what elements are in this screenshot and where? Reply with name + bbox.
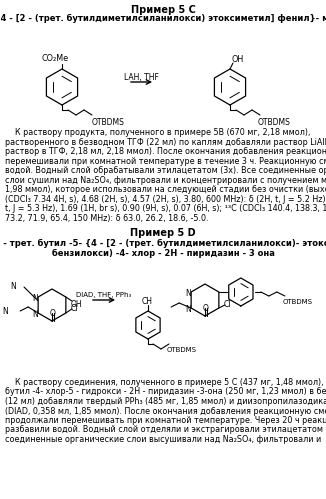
Text: бензилокси) -4- хлор - 2H - пиридазин - 3 она: бензилокси) -4- хлор - 2H - пиридазин - …: [52, 249, 274, 258]
Text: К раствору соединения, полученного в примере 5 С (437 мг, 1,48 ммол), и 2-трет.: К раствору соединения, полученного в при…: [5, 378, 326, 387]
Text: (DIAD, 0,358 мл, 1,85 ммол). После окончания добавления реакционную смесь: (DIAD, 0,358 мл, 1,85 ммол). После оконч…: [5, 407, 326, 416]
Text: перемешивали при комнатной температуре в течение 3 ч. Реакционную смесь разбавля: перемешивали при комнатной температуре в…: [5, 157, 326, 166]
Text: OTBDMS: OTBDMS: [167, 347, 197, 353]
Text: OH: OH: [232, 55, 244, 64]
Text: Синтез {4 - [2 - (трет. бутилдиметилсиланилокси) этоксиметил] фенил}- метанола: Синтез {4 - [2 - (трет. бутилдиметилсила…: [0, 14, 326, 23]
Text: OH: OH: [71, 300, 82, 309]
Text: растворенного в безводном ТГФ (22 мл) по каплям добавляли раствор LiAlH (1,0 N: растворенного в безводном ТГФ (22 мл) по…: [5, 138, 326, 147]
Text: К раствору продукта, полученного в примере 5В (670 мг, 2,18 ммол),: К раствору продукта, полученного в приме…: [5, 128, 310, 137]
Text: 73.2, 71.9, 65.4, 150 MHz): δ 63.0, 26.2, 18.6, -5.0.: 73.2, 71.9, 65.4, 150 MHz): δ 63.0, 26.2…: [5, 214, 209, 223]
Text: раствор в ТГФ, 2,18 мл, 2,18 ммол). После окончания добавления реакционную смесь: раствор в ТГФ, 2,18 мл, 2,18 ммол). Посл…: [5, 147, 326, 156]
Text: 1,98 ммол), которое использовали на следующей стадии без очистки (выход 91%). ¹H: 1,98 ммол), которое использовали на след…: [5, 185, 326, 194]
Text: CH: CH: [142, 297, 153, 306]
Text: O: O: [50, 309, 56, 318]
Text: Пример 5 С: Пример 5 С: [130, 5, 196, 15]
Text: N: N: [185, 305, 191, 314]
Text: N: N: [32, 294, 38, 303]
Text: LAH, THF: LAH, THF: [124, 73, 158, 82]
Text: водой. Водный слой обрабатывали этилацетатом (3х). Все соединенные органические: водой. Водный слой обрабатывали этилацет…: [5, 166, 326, 175]
Text: соединенные органические слои высушивали над Na₂SO₄, фильтровали и: соединенные органические слои высушивали…: [5, 435, 321, 444]
Text: бутил -4- хлор-5 - гидрокси - 2H - пиридазин -3-она (250 мг, 1,23 ммол) в безвод: бутил -4- хлор-5 - гидрокси - 2H - пирид…: [5, 388, 326, 397]
Text: N: N: [185, 289, 191, 298]
Text: CO₂Me: CO₂Me: [42, 54, 69, 63]
Text: Пример 5 D: Пример 5 D: [130, 228, 196, 238]
Text: OTBDMS: OTBDMS: [258, 118, 291, 127]
Text: N: N: [2, 307, 8, 316]
Text: OTBDMS: OTBDMS: [283, 299, 313, 305]
Text: OTBDMS: OTBDMS: [92, 118, 125, 127]
Text: слои сушили над Na₂SO₄, фильтровали и концентрировали с получением масла (587 мг: слои сушили над Na₂SO₄, фильтровали и ко…: [5, 176, 326, 185]
Text: DIAD, THF, PPh₃: DIAD, THF, PPh₃: [76, 292, 132, 298]
Text: (12 мл) добавляли твердый PPh₃ (485 мг, 1,85 ммол) и диизопропилазодикарбоксилат: (12 мл) добавляли твердый PPh₃ (485 мг, …: [5, 397, 326, 406]
Text: (CDCl₃ 7.34 4H, s), 4.68 (2H, s), 4.57 (2H, s), 3.80, 600 MHz): δ (2H, t, J = 5.: (CDCl₃ 7.34 4H, s), 4.68 (2H, s), 4.57 (…: [5, 195, 326, 204]
Text: O: O: [203, 304, 209, 313]
Text: Cl: Cl: [224, 300, 231, 309]
Text: t, J = 5.3 Hz), 1.69 (1H, br s), 0.90 (9H, s), 0.07 (6H, s); ¹³C (CDCl₃ 140.4, 1: t, J = 5.3 Hz), 1.69 (1H, br s), 0.90 (9…: [5, 204, 326, 213]
Text: Cl: Cl: [71, 304, 78, 313]
Text: N: N: [32, 310, 38, 319]
Text: продолжали перемешивать при комнатной температуре. Через 20 ч реакционную смесь: продолжали перемешивать при комнатной те…: [5, 416, 326, 425]
Text: Синтез 2 - трет. бутил -5- {4 - [2 - (трет. бутилдиметилсиланилокси)- этоксимети: Синтез 2 - трет. бутил -5- {4 - [2 - (тр…: [0, 239, 326, 248]
Text: N: N: [10, 282, 16, 291]
Text: разбавили водой. Водный слой отделяли и экстрагировали этилацетатом (3х). Все: разбавили водой. Водный слой отделяли и …: [5, 426, 326, 435]
